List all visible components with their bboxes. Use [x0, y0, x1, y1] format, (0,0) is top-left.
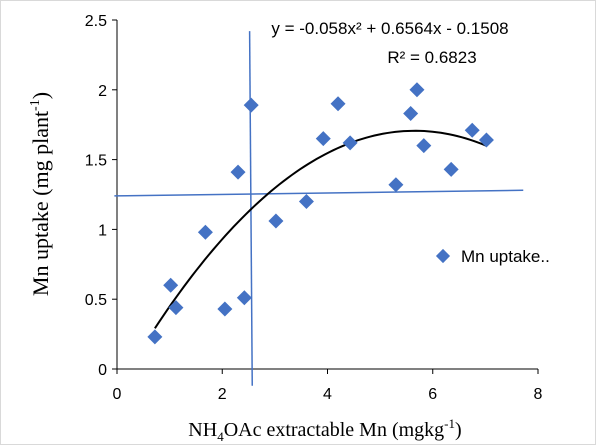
x-axis-title-rest: OAc extractable Mn (mgkg: [224, 419, 444, 441]
x-tick-label: 6: [428, 386, 437, 403]
svg-text:NH4OAc extractable Mn (mgkg-1): NH4OAc extractable Mn (mgkg-1): [188, 416, 461, 444]
y-tick-label: 2: [98, 83, 107, 100]
data-point: [217, 301, 233, 317]
equation-label: y = -0.058x² + 0.6564x - 0.1508: [271, 19, 508, 38]
data-point: [168, 300, 184, 316]
legend-marker: [435, 248, 451, 264]
data-point: [230, 164, 246, 180]
data-point: [268, 213, 284, 229]
x-tick-label: 4: [323, 386, 332, 403]
plot-area: 0 0.5 1 1.5 2 2.5 0 2 4 6 8: [85, 13, 543, 403]
data-point: [163, 277, 179, 293]
y-tick-label: 1.5: [85, 153, 107, 170]
svg-text:Mn uptake (mg plant-1): Mn uptake (mg plant-1): [28, 92, 53, 296]
trendline: [154, 129, 487, 329]
data-point: [298, 193, 314, 209]
y-tick-label: 0: [98, 362, 107, 379]
data-point: [388, 177, 404, 193]
legend: Mn uptake..: [435, 247, 550, 266]
x-tick-label: 0: [113, 386, 122, 403]
data-point: [330, 96, 346, 112]
x-axis-title-sub: 4: [217, 429, 224, 444]
data-point: [197, 224, 213, 240]
y-axis-title-sup: -1: [28, 99, 43, 111]
y-axis-title: Mn uptake (mg plant-1): [28, 92, 53, 296]
x-tick-label: 8: [534, 386, 543, 403]
x-tick-label: 2: [218, 386, 227, 403]
x-axis-title: NH4OAc extractable Mn (mgkg-1): [188, 416, 461, 444]
horizontal-reference-line: [114, 189, 524, 197]
r-squared-label: R² = 0.6823: [387, 48, 476, 67]
data-point: [342, 135, 358, 151]
data-point: [403, 106, 419, 122]
y-tick-label: 0.5: [85, 292, 107, 309]
x-axis-title-main: NH: [188, 419, 217, 441]
data-point: [478, 132, 494, 148]
data-point: [315, 131, 331, 147]
data-point: [409, 82, 425, 98]
data-point: [443, 161, 459, 177]
data-point: [236, 290, 252, 306]
legend-label: Mn uptake..: [461, 247, 550, 266]
data-point: [464, 122, 480, 138]
y-tick-label: 2.5: [85, 13, 107, 30]
data-point: [416, 138, 432, 154]
x-axis-title-sup: -1: [444, 416, 455, 431]
y-axis-title-end: ): [28, 92, 53, 99]
x-axis-title-end: ): [455, 419, 462, 441]
data-point: [147, 329, 163, 345]
y-tick-label: 1: [98, 222, 107, 239]
data-point: [243, 97, 259, 113]
y-axis-title-main: Mn uptake (mg plant: [28, 111, 53, 296]
